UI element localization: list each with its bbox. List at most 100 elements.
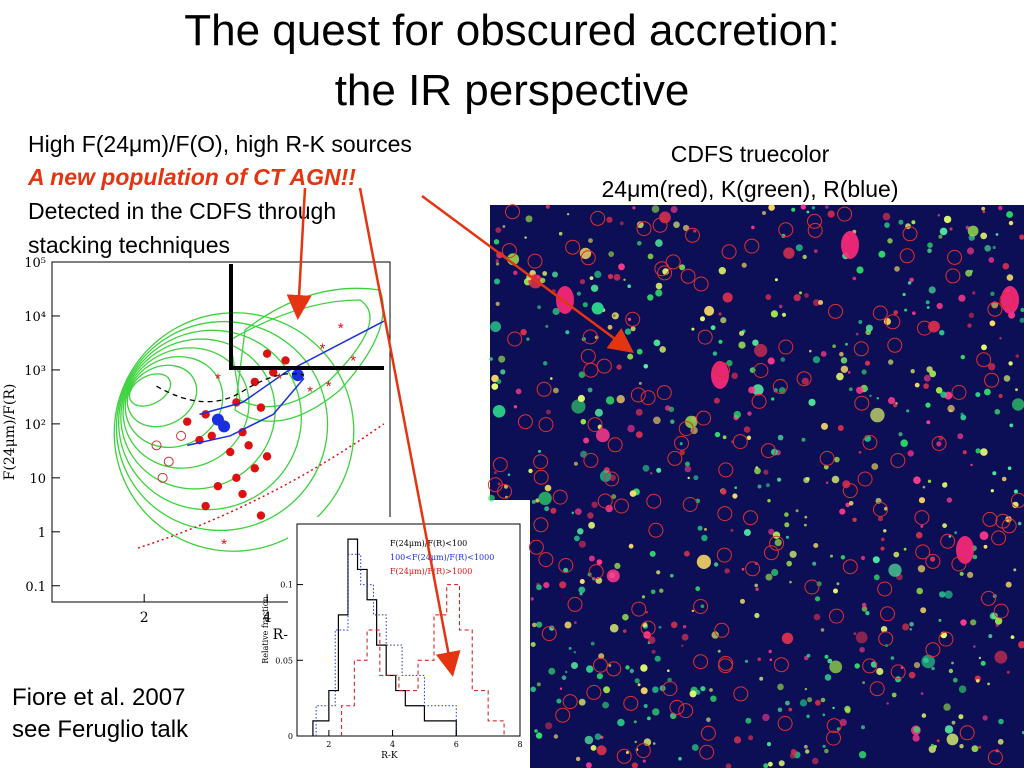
x-axis-label: R-K: [381, 751, 398, 761]
source-blob: [566, 213, 570, 216]
source-marker-circle: [772, 379, 788, 394]
source-blob: [903, 547, 907, 551]
source-blob: [627, 424, 635, 433]
text-new-population: A new population of CT AGN!!: [28, 164, 356, 190]
source-blob: [574, 621, 577, 624]
source-blob: [948, 535, 952, 538]
source-blob: [545, 409, 551, 415]
source-marker-circle: [685, 227, 700, 243]
source-blob: [754, 343, 768, 358]
source-marker-circle: [716, 547, 732, 563]
source-blob: [548, 667, 556, 675]
source-marker-circle: [826, 730, 841, 746]
source-blob: [921, 713, 927, 718]
source-blob: [752, 339, 759, 346]
source-blob: [647, 253, 654, 260]
source-blob: [780, 357, 786, 362]
source-marker-circle: [899, 248, 915, 264]
source-blob: [865, 387, 869, 391]
source-blob: [784, 512, 789, 517]
source-blob: [571, 662, 578, 669]
source-blob: [616, 364, 622, 370]
source-blob: [543, 582, 550, 589]
source-marker-circle: [862, 435, 878, 450]
source-blob: [649, 550, 656, 557]
source-blob: [978, 745, 982, 749]
source-marker-circle: [580, 348, 596, 364]
source-marker-circle: [682, 497, 698, 512]
source-blob: [947, 404, 955, 413]
source-blob: [757, 657, 761, 662]
data-point-red: [262, 349, 272, 358]
source-blob: [681, 633, 689, 641]
source-blob: [774, 278, 778, 282]
source-blob: [513, 270, 518, 275]
source-marker-circle: [777, 715, 793, 731]
source-blob: [967, 225, 979, 237]
source-blob: [820, 697, 826, 703]
source-blob: [577, 528, 584, 535]
source-blob: [813, 543, 819, 548]
source-marker-circle: [625, 311, 641, 327]
data-point-red: [238, 489, 247, 499]
source-marker-circle: [501, 243, 517, 259]
image-caption-line1: CDFS truecolor: [670, 141, 830, 167]
source-blob: [972, 554, 978, 560]
source-blob: [651, 649, 656, 654]
source-blob: [634, 678, 640, 684]
source-blob: [584, 735, 594, 745]
source-blob: [853, 632, 857, 635]
source-blob: [498, 355, 506, 363]
source-marker-circle: [558, 558, 574, 573]
source-marker-circle: [828, 303, 843, 319]
source-blob: [943, 703, 951, 711]
source-blob: [640, 687, 648, 695]
source-marker-circle: [807, 213, 822, 229]
image-caption-line2: 24μm(red), K(green), R(blue): [601, 176, 899, 202]
source-marker-circle: [635, 743, 651, 759]
source-blob: [594, 733, 602, 740]
source-blob: [765, 294, 772, 300]
text-detected-cdfs: Detected in the CDFS through: [28, 198, 337, 224]
source-blob: [893, 403, 898, 408]
source-blob: [588, 521, 595, 529]
source-marker-circle: [640, 620, 656, 636]
source-blob: [837, 425, 844, 431]
source-marker-circle: [562, 694, 578, 710]
source-blob: [531, 499, 536, 504]
source-marker-circle: [538, 417, 554, 433]
source-marker-circle: [760, 443, 776, 459]
source-blob: [684, 550, 690, 557]
source-blob: [670, 206, 678, 213]
source-blob: [631, 762, 638, 768]
source-blob: [920, 607, 927, 614]
source-blob: [917, 565, 926, 573]
source-blob: [578, 586, 586, 594]
source-blob: [695, 690, 701, 695]
source-blob: [489, 357, 493, 361]
data-point-red: [269, 368, 278, 377]
source-blob: [812, 561, 817, 566]
source-marker-circle: [984, 372, 1000, 388]
source-blob: [635, 408, 643, 416]
source-marker-circle: [877, 581, 893, 597]
data-point-asterisk: *: [307, 383, 313, 400]
source-blob: [920, 692, 924, 695]
source-marker-circle: [648, 522, 664, 538]
source-blob: [733, 736, 742, 744]
source-marker-circle: [597, 493, 613, 509]
source-blob: [940, 391, 947, 398]
histogram-series-high: [341, 584, 505, 736]
source-blob: [612, 314, 616, 318]
data-point-blue: [218, 420, 231, 433]
source-blob: [872, 556, 880, 564]
source-blob: [909, 621, 914, 627]
source-blob: [825, 481, 829, 485]
source-blob: [1020, 307, 1024, 313]
source-blob: [718, 267, 726, 275]
source-blob: [556, 698, 562, 704]
source-blob: [800, 204, 806, 210]
source-blob: [648, 636, 656, 644]
source-marker-circle: [902, 226, 918, 242]
source-blob: [983, 544, 988, 549]
